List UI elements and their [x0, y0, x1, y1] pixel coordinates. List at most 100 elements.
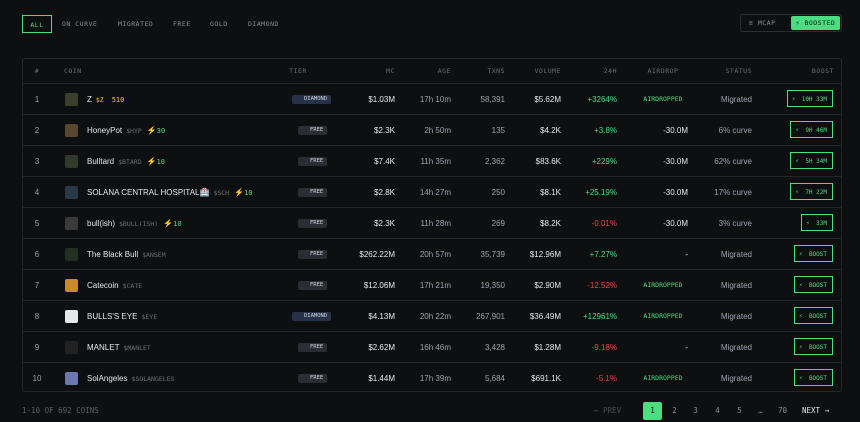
market-cap: $7.4K: [374, 157, 395, 166]
rank: 4: [34, 188, 40, 197]
airdrop: AIRDROPPED: [643, 281, 683, 289]
page-button[interactable]: 70: [777, 406, 788, 415]
rank: 8: [34, 312, 40, 321]
volume: $691.1K: [531, 374, 561, 383]
boost-button[interactable]: BOOST ⚡: [793, 245, 833, 262]
table-row: 10 SolAngeles $SOLANGELES FREE $1.44M 17h 39m…: [23, 362, 841, 394]
boost-button[interactable]: BOOST ⚡: [793, 276, 833, 293]
column-header: VOLUME: [534, 67, 561, 75]
sort-option-active[interactable]: ⚡ BOOSTED: [791, 16, 840, 30]
status: Migrated: [720, 343, 752, 352]
boost-count: 30: [156, 127, 166, 135]
tab[interactable]: ALL: [22, 15, 52, 33]
boost-button[interactable]: 10H 33M ⚡: [786, 90, 833, 107]
age: 11h 35m: [420, 157, 451, 166]
page-button[interactable]: …: [758, 406, 763, 415]
column-header: BOOST: [811, 67, 834, 75]
boost-button[interactable]: BOOST ⚡: [793, 369, 833, 386]
bolt-icon: ⚡: [795, 158, 799, 165]
tier-badge: FREE: [298, 126, 328, 135]
page-button[interactable]: 1: [643, 402, 662, 420]
coin-name: Bulltard: [87, 157, 115, 166]
airdrop: AIRDROPPED: [643, 95, 683, 103]
change-24h: -5.1%: [596, 374, 617, 383]
age: 16h 46m: [419, 343, 451, 352]
column-header: STATUS: [725, 67, 752, 75]
tab[interactable]: ON CURVE: [62, 20, 98, 28]
status: 62% curve: [714, 157, 752, 166]
coin-name: bull(ish): [87, 219, 116, 228]
tab[interactable]: GOLD: [210, 20, 228, 28]
coin-cell: Z $Z 510: [87, 84, 124, 115]
rank: 2: [34, 126, 40, 135]
tier-badge: FREE: [298, 157, 328, 166]
page-button[interactable]: 3: [693, 406, 698, 415]
boost-count: 10: [244, 189, 253, 197]
airdrop: -30.0M: [663, 157, 688, 166]
tab[interactable]: FREE: [173, 20, 191, 28]
tier-badge: FREE: [298, 374, 328, 383]
age: 20h 22m: [419, 312, 451, 321]
airdrop: -: [685, 250, 688, 259]
sort-option[interactable]: ≡ MCAP: [749, 19, 776, 27]
status: Migrated: [720, 281, 752, 290]
change-24h: -9.18%: [591, 343, 617, 352]
column-header: #: [34, 67, 40, 75]
sort-toggle: [740, 14, 842, 32]
table-row: 5 bull(ish) $BULL(ISH) ⚡10 FREE $2.3K 11h 28m 2…: [23, 207, 841, 239]
rank: 3: [34, 157, 40, 166]
market-cap: $12.06M: [363, 281, 395, 290]
coin-cell: SolAngeles $SOLANGELES: [87, 363, 175, 394]
coin-avatar: [65, 217, 78, 230]
boost-button[interactable]: BOOST ⚡: [793, 307, 833, 324]
txns: 35,739: [480, 250, 505, 259]
boost-button[interactable]: 33M ⚡: [801, 214, 833, 231]
change-24h: +7.27%: [589, 250, 617, 259]
bolt-icon: ⚡: [795, 189, 799, 196]
rank: 9: [34, 343, 40, 352]
boost-button[interactable]: 9H 46M ⚡: [790, 121, 833, 138]
coin-avatar: [65, 341, 78, 354]
tab[interactable]: DIAMOND: [248, 20, 279, 28]
rank: 5: [34, 219, 40, 228]
status: Migrated: [720, 374, 752, 383]
boost-button[interactable]: 5H 34M ⚡: [790, 152, 833, 169]
table-row: 7 Catecoin $CATE FREE $12.06M 17h 21m 19,350 $2…: [23, 269, 841, 301]
txns: 19,350: [480, 281, 505, 290]
column-header: MC: [386, 67, 395, 75]
column-header: TIER: [289, 67, 307, 75]
airdrop: AIRDROPPED: [643, 374, 683, 382]
market-cap: $2.8K: [374, 188, 395, 197]
tab[interactable]: MIGRATED: [118, 20, 154, 28]
table-row: 1 Z $Z 510 DIAMOND $1.03M 17h 10m 58,391 $5.62M +…: [23, 83, 841, 115]
status: Migrated: [720, 95, 752, 104]
table-row: 3 Bulltard $BTARD ⚡10 FREE $7.4K 11h 35m 2,362 $…: [23, 145, 841, 177]
volume: $8.1K: [540, 188, 561, 197]
coin-cell: Catecoin $CATE: [87, 270, 142, 301]
column-header: TXNS: [487, 67, 505, 75]
airdrop: -30.0M: [663, 219, 688, 228]
coin-cell: SOLANA CENTRAL HOSPITAL🏥 $SCH ⚡10: [87, 177, 253, 208]
bolt-icon: ⚡: [798, 313, 803, 320]
boost-button[interactable]: BOOST ⚡: [793, 338, 833, 355]
tier-badge: DIAMOND: [292, 312, 332, 321]
page-button[interactable]: 5: [737, 406, 742, 415]
volume: $5.62M: [534, 95, 561, 104]
bolt-icon: ⚡: [146, 157, 157, 166]
bolt-icon: ⚡: [146, 126, 157, 135]
column-header: 24H: [603, 67, 617, 75]
next-button[interactable]: NEXT →: [802, 406, 830, 415]
boost-button[interactable]: 7H 22M ⚡: [790, 183, 833, 200]
coin-cell: BULLS'S EYE $EYE: [87, 301, 157, 332]
page-button[interactable]: 4: [715, 406, 720, 415]
page-button[interactable]: 2: [672, 406, 677, 415]
market-cap: $2.3K: [374, 219, 395, 228]
status: Migrated: [720, 312, 752, 321]
bolt-icon: ⚡: [795, 127, 799, 134]
table-row: 6 The Black Bull $ANSEM FREE $262.22M 20h 57m…: [23, 238, 841, 270]
coin-name: The Black Bull: [87, 250, 139, 259]
coin-name: Catecoin: [87, 281, 119, 290]
prev-button[interactable]: ← PREV: [594, 406, 622, 415]
table-row: 8 BULLS'S EYE $EYE DIAMOND $4.13M 20h 22m 267,…: [23, 300, 841, 332]
coin-ticker: $SCH: [213, 189, 230, 197]
